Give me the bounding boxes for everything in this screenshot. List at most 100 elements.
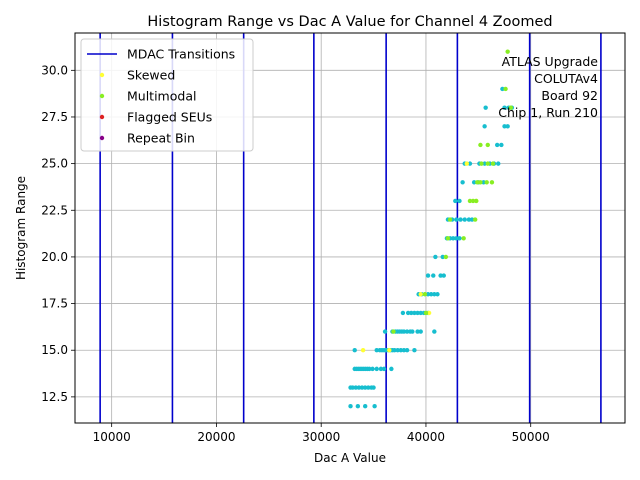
- y-tick-label: 27.5: [41, 110, 68, 124]
- data-point: [502, 124, 507, 129]
- skewed-point: [387, 348, 392, 353]
- data-point: [502, 105, 507, 110]
- data-point: [432, 292, 437, 297]
- data-point: [466, 217, 472, 222]
- legend-flagged-seus-label: Flagged SEUs: [127, 110, 212, 125]
- data-point: [362, 404, 368, 409]
- data-point: [355, 404, 361, 409]
- data-point: [404, 348, 410, 353]
- data-point: [457, 236, 462, 241]
- data-point: [366, 385, 371, 390]
- data-point: [359, 385, 365, 390]
- data-point: [462, 217, 467, 222]
- multimodal-point: [478, 180, 483, 185]
- multimodal-point: [485, 161, 490, 166]
- data-point: [482, 161, 487, 166]
- data-point: [450, 236, 456, 241]
- data-point: [381, 366, 387, 372]
- data-point: [350, 385, 355, 390]
- data-point: [467, 161, 473, 166]
- data-point: [481, 180, 486, 185]
- data-point: [409, 310, 414, 316]
- data-point: [440, 254, 445, 260]
- multimodal-point: [508, 105, 514, 110]
- data-point: [418, 329, 423, 334]
- skewed-point: [426, 310, 432, 316]
- annotation-line: COLUTAv4: [534, 71, 598, 86]
- legend-repeat-bin-swatch: [99, 135, 105, 141]
- data-point: [400, 310, 406, 316]
- data-points: [348, 49, 515, 409]
- y-tick-label: 20.0: [41, 250, 68, 264]
- data-point: [401, 329, 407, 334]
- multimodal-point: [470, 198, 476, 204]
- atlas-annotation: ATLAS Upgrade COLUTAv4 Board 92 Chip 1, Run…: [498, 54, 598, 120]
- data-point: [432, 329, 437, 334]
- data-point: [362, 385, 368, 390]
- multimodal-point: [445, 236, 451, 241]
- data-point: [348, 404, 353, 409]
- x-tick-label: 40000: [407, 430, 445, 444]
- data-point: [438, 273, 443, 278]
- multimodal-point: [467, 198, 473, 204]
- annotation-line: Board 92: [541, 88, 598, 103]
- multimodal-point: [391, 329, 396, 334]
- multimodal-point: [503, 86, 508, 92]
- data-point: [372, 404, 377, 409]
- data-point: [469, 217, 475, 222]
- y-tick-label: 25.0: [41, 157, 68, 171]
- multimodal-point: [422, 292, 428, 297]
- data-point: [415, 329, 420, 334]
- legend-skewed-label: Skewed: [127, 68, 175, 83]
- multimodal-point: [423, 310, 429, 316]
- data-point: [433, 254, 438, 260]
- data-point: [431, 273, 436, 278]
- multimodal-point: [479, 161, 484, 166]
- data-point: [441, 273, 446, 278]
- data-point: [404, 329, 410, 334]
- multimodal-point: [484, 180, 489, 185]
- multimodal-point: [489, 180, 495, 185]
- y-tick-label: 22.5: [41, 203, 68, 217]
- data-point: [425, 292, 431, 297]
- legend-skewed-swatch: [99, 72, 105, 78]
- data-point: [401, 348, 407, 353]
- data-point: [483, 105, 488, 110]
- multimodal-point: [485, 142, 490, 148]
- data-point: [374, 348, 379, 353]
- data-point: [428, 292, 434, 297]
- data-point: [412, 348, 417, 353]
- x-tick-label: 20000: [197, 430, 235, 444]
- multimodal-point: [461, 236, 466, 241]
- data-point: [454, 217, 459, 222]
- multimodal-point: [490, 161, 496, 166]
- data-point: [389, 366, 394, 372]
- data-point: [382, 329, 388, 334]
- data-point: [435, 292, 440, 297]
- data-point: [378, 366, 384, 372]
- legend-box: [80, 38, 254, 152]
- legend-mdac-transitions-label: MDAC Transitions: [127, 47, 235, 62]
- x-axis-label: Dac A Value: [314, 451, 386, 465]
- skewed-point: [360, 348, 366, 353]
- data-point: [356, 385, 362, 390]
- data-point: [392, 348, 397, 353]
- x-axis-ticks: 10000 20000 30000 40000 50000: [93, 423, 550, 444]
- multimodal-point: [443, 254, 449, 260]
- data-point: [454, 236, 459, 241]
- legend-multimodal-label: Multimodal: [127, 89, 196, 104]
- y-axis-ticks: 12.5 15.0 17.5 20.0 22.5 25.0 27.5 30.0: [41, 63, 75, 404]
- annotation-line: Chip 1, Run 210: [498, 105, 598, 120]
- multimodal-point: [447, 217, 453, 222]
- data-point: [458, 217, 463, 222]
- data-point: [398, 348, 404, 353]
- data-point: [352, 348, 357, 353]
- data-point: [460, 180, 465, 185]
- x-tick-label: 30000: [302, 430, 340, 444]
- data-point: [500, 86, 505, 92]
- skewed-point: [464, 161, 470, 166]
- data-point: [418, 310, 423, 316]
- plot-frame: [74, 32, 626, 424]
- y-tick-label: 15.0: [41, 343, 68, 357]
